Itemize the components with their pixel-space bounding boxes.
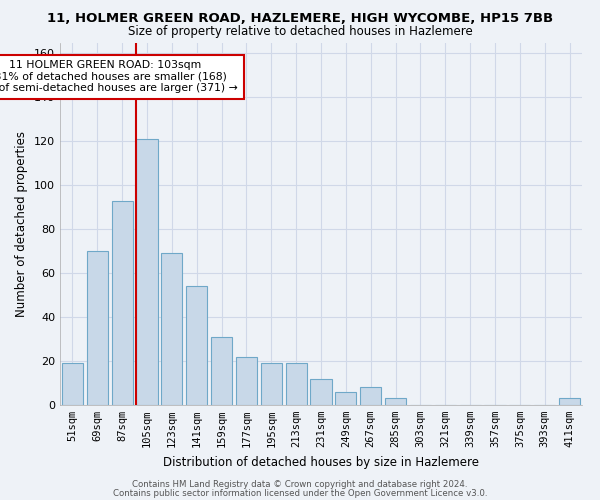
- Bar: [360, 388, 381, 405]
- Bar: [310, 378, 332, 405]
- Bar: [112, 200, 133, 405]
- Bar: [335, 392, 356, 405]
- Bar: [136, 139, 158, 405]
- Bar: [559, 398, 580, 405]
- Y-axis label: Number of detached properties: Number of detached properties: [16, 130, 28, 317]
- Bar: [186, 286, 207, 405]
- Bar: [261, 364, 282, 405]
- Bar: [87, 251, 108, 405]
- Bar: [161, 254, 182, 405]
- Text: Size of property relative to detached houses in Hazlemere: Size of property relative to detached ho…: [128, 25, 472, 38]
- Bar: [62, 364, 83, 405]
- Bar: [286, 364, 307, 405]
- Text: 11 HOLMER GREEN ROAD: 103sqm
← 31% of detached houses are smaller (168)
69% of s: 11 HOLMER GREEN ROAD: 103sqm ← 31% of de…: [0, 60, 238, 94]
- Bar: [211, 337, 232, 405]
- Text: Contains HM Land Registry data © Crown copyright and database right 2024.: Contains HM Land Registry data © Crown c…: [132, 480, 468, 489]
- Text: 11, HOLMER GREEN ROAD, HAZLEMERE, HIGH WYCOMBE, HP15 7BB: 11, HOLMER GREEN ROAD, HAZLEMERE, HIGH W…: [47, 12, 553, 26]
- Bar: [236, 356, 257, 405]
- X-axis label: Distribution of detached houses by size in Hazlemere: Distribution of detached houses by size …: [163, 456, 479, 468]
- Bar: [385, 398, 406, 405]
- Text: Contains public sector information licensed under the Open Government Licence v3: Contains public sector information licen…: [113, 488, 487, 498]
